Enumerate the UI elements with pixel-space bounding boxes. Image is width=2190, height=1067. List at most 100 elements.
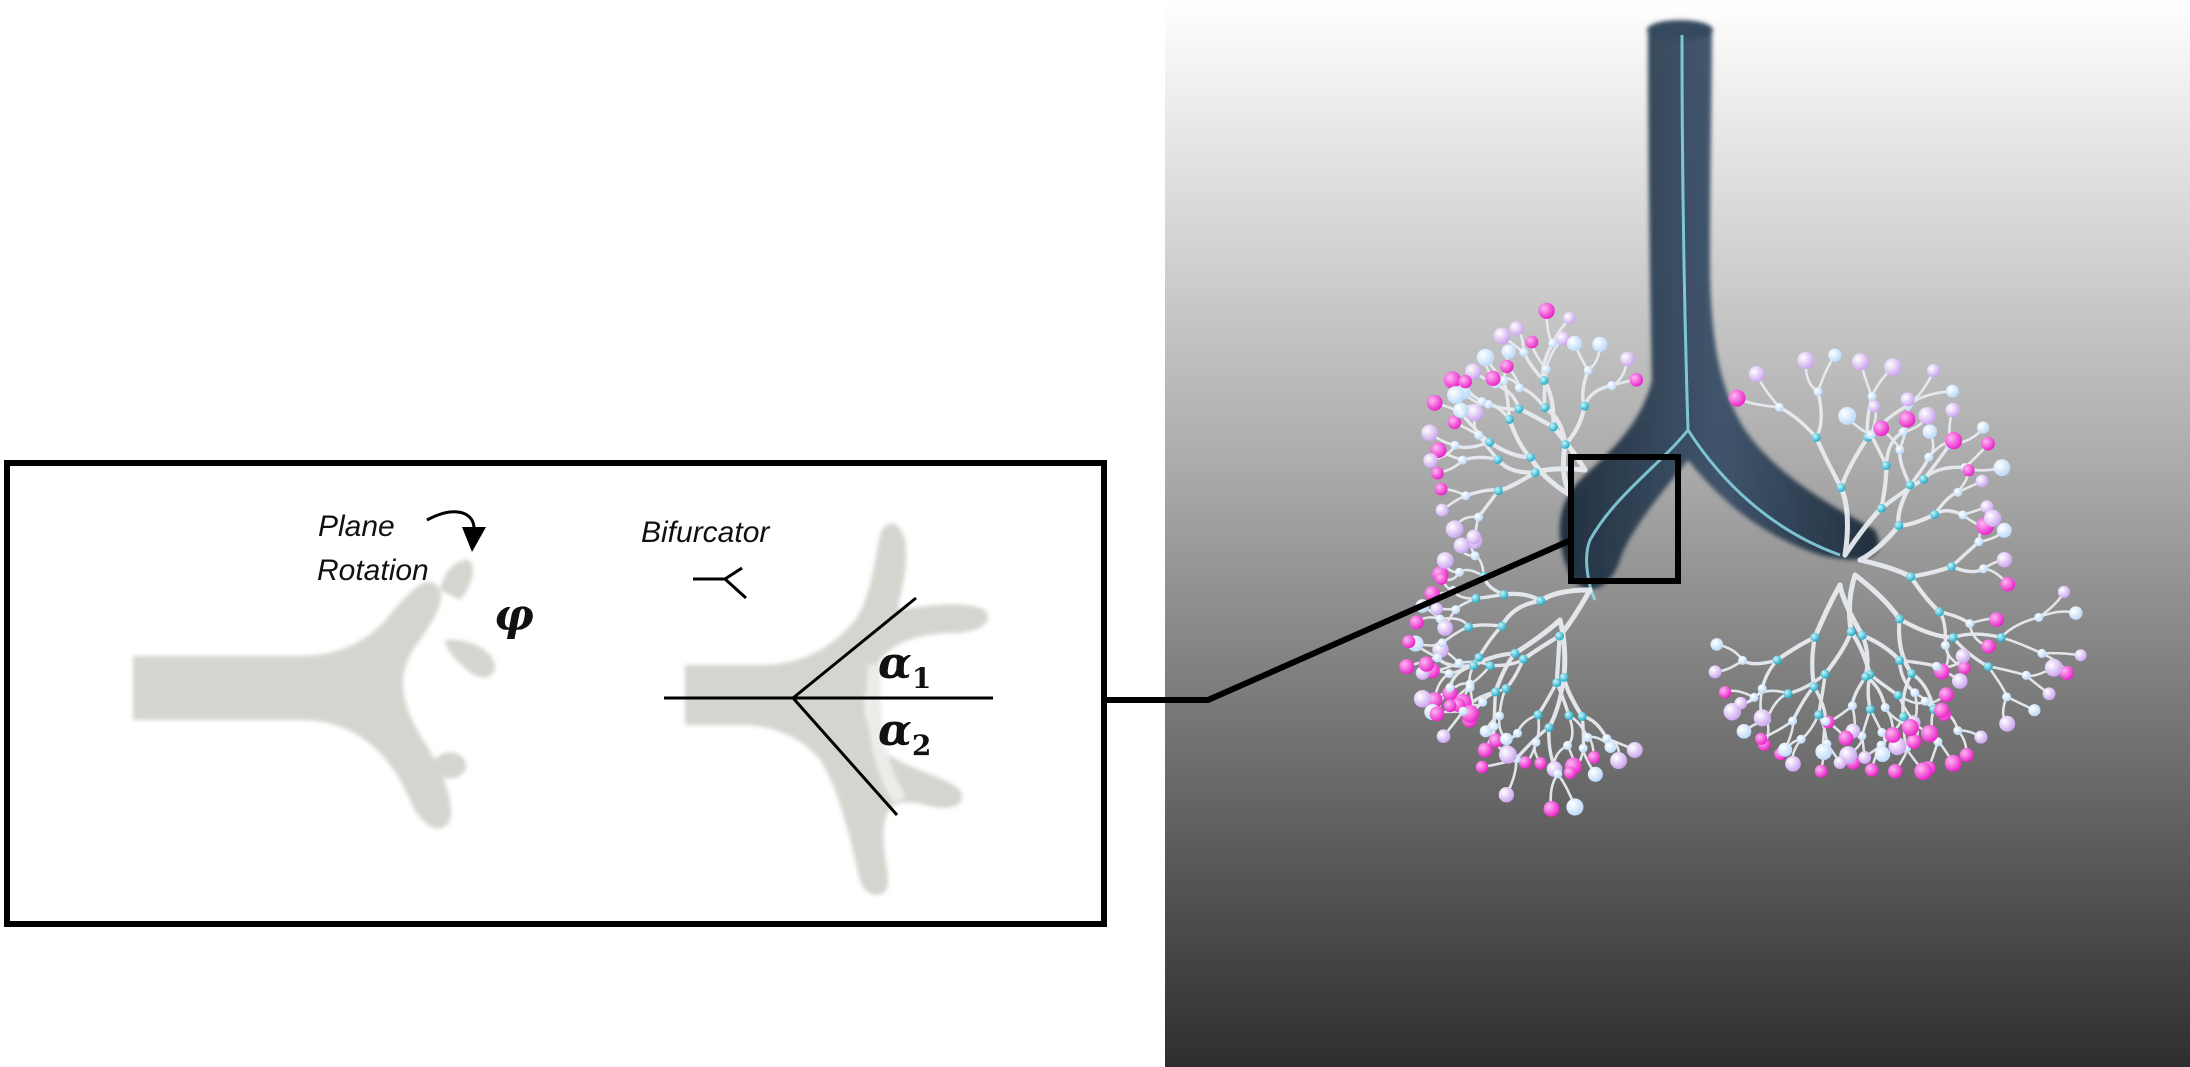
airway-node bbox=[1587, 751, 1601, 764]
airway-node bbox=[1749, 692, 1759, 702]
airway-node bbox=[1443, 371, 1462, 389]
airway-node bbox=[1958, 661, 1971, 675]
airway-node bbox=[1996, 633, 2006, 642]
airway-node bbox=[1607, 381, 1617, 391]
zoom-region-box bbox=[1568, 454, 1681, 584]
airway-branch bbox=[1554, 634, 1562, 685]
airway-node bbox=[1474, 512, 1483, 522]
airway-node bbox=[1907, 669, 1917, 678]
airway-node bbox=[1501, 684, 1511, 693]
airway-node bbox=[1919, 474, 1928, 484]
airway-node bbox=[1945, 402, 1960, 418]
airway-node bbox=[1485, 370, 1501, 387]
airway-node bbox=[1884, 358, 1902, 377]
airway-node bbox=[1880, 703, 1890, 712]
airway-node bbox=[1602, 734, 1612, 744]
zoom-connector-line bbox=[1104, 537, 1573, 703]
airway-node bbox=[1989, 612, 2004, 627]
airway-node bbox=[1458, 374, 1472, 389]
airway-node bbox=[1475, 760, 1489, 774]
airway-node bbox=[1539, 375, 1549, 385]
airway-node bbox=[1525, 335, 1539, 349]
airway-node bbox=[1881, 461, 1891, 470]
airway-node bbox=[1958, 510, 1968, 520]
airway-node bbox=[1592, 336, 1608, 352]
bifurcator-label: Bifurcator bbox=[641, 516, 770, 549]
airway-node bbox=[1466, 529, 1481, 545]
airway-node bbox=[1474, 652, 1484, 662]
alpha2-label: α2 bbox=[878, 705, 931, 762]
plane-rotation-label-line1: Plane bbox=[318, 510, 395, 543]
airway-node bbox=[1471, 593, 1481, 603]
airway-node bbox=[1858, 751, 1872, 764]
airway-node bbox=[1876, 503, 1886, 513]
airway-node bbox=[1450, 440, 1460, 450]
airway-node bbox=[1814, 764, 1828, 778]
airway-node bbox=[1910, 688, 1920, 698]
airway-node bbox=[1810, 632, 1820, 642]
airway-node bbox=[1443, 699, 1457, 713]
airway-node bbox=[1865, 704, 1875, 714]
airway-node bbox=[1938, 687, 1954, 703]
airway-branch bbox=[1492, 690, 1498, 729]
rotation-arrow-icon bbox=[426, 510, 486, 552]
airway-node bbox=[1530, 468, 1540, 477]
airway-node bbox=[2042, 687, 2056, 701]
airway-node bbox=[1444, 669, 1454, 679]
airway-node bbox=[1877, 727, 1887, 737]
airway-node bbox=[1940, 640, 1950, 650]
trachea-and-main-bronchi bbox=[1559, 20, 1879, 590]
airway-node bbox=[1796, 734, 1806, 744]
airway-node bbox=[1728, 389, 1746, 407]
airway-node bbox=[1476, 348, 1495, 367]
airway-node bbox=[1920, 696, 1930, 706]
airway-node bbox=[1610, 752, 1628, 769]
airway-node bbox=[1814, 710, 1823, 720]
airway-node bbox=[1433, 653, 1442, 663]
airway-node bbox=[1851, 353, 1870, 371]
airway-node bbox=[1944, 754, 1962, 772]
airway-node bbox=[1813, 387, 1823, 397]
airway-node bbox=[1953, 726, 1963, 736]
airway-node bbox=[2034, 612, 2044, 622]
airway-node bbox=[1402, 635, 1416, 649]
airway-node bbox=[1437, 638, 1447, 648]
airway-branch bbox=[1812, 582, 1843, 640]
airway-node bbox=[1501, 344, 1516, 359]
airway-node bbox=[1981, 436, 1995, 451]
airway-node bbox=[1953, 487, 1963, 497]
airway-node bbox=[1513, 728, 1522, 738]
airway-node bbox=[1836, 483, 1846, 492]
airway-node bbox=[1604, 740, 1617, 754]
airway-node bbox=[1534, 757, 1547, 770]
airway-node bbox=[1583, 732, 1593, 742]
airway-node bbox=[1499, 376, 1509, 386]
airway-node bbox=[1563, 766, 1577, 780]
airway-node bbox=[1962, 464, 1975, 477]
airway-node bbox=[1866, 430, 1876, 440]
airway-node bbox=[1833, 756, 1847, 769]
airway-node bbox=[1560, 439, 1570, 449]
airway-node bbox=[1757, 684, 1767, 694]
airway-node bbox=[1708, 665, 1722, 679]
airway-node bbox=[1436, 729, 1451, 744]
airway-node bbox=[1461, 491, 1471, 501]
airway-node bbox=[1555, 331, 1570, 346]
airway-node bbox=[1932, 661, 1941, 671]
airway-node bbox=[1566, 798, 1584, 816]
airway-node bbox=[2002, 692, 2012, 702]
airway-node bbox=[1465, 363, 1482, 380]
airway-node bbox=[1474, 430, 1484, 440]
airway-node bbox=[2059, 665, 2074, 681]
airway-node bbox=[1774, 402, 1784, 412]
airway-node bbox=[1421, 424, 1439, 442]
airway-node bbox=[1981, 639, 1996, 654]
airway-node bbox=[1996, 522, 2012, 538]
airway-node bbox=[1898, 410, 1916, 428]
airway-node bbox=[1895, 614, 1904, 624]
airway-node bbox=[1867, 391, 1877, 401]
airway-node bbox=[1906, 734, 1922, 749]
airway-node bbox=[1947, 562, 1957, 571]
airway-node bbox=[1976, 421, 1990, 434]
airway-node bbox=[1718, 686, 1732, 699]
